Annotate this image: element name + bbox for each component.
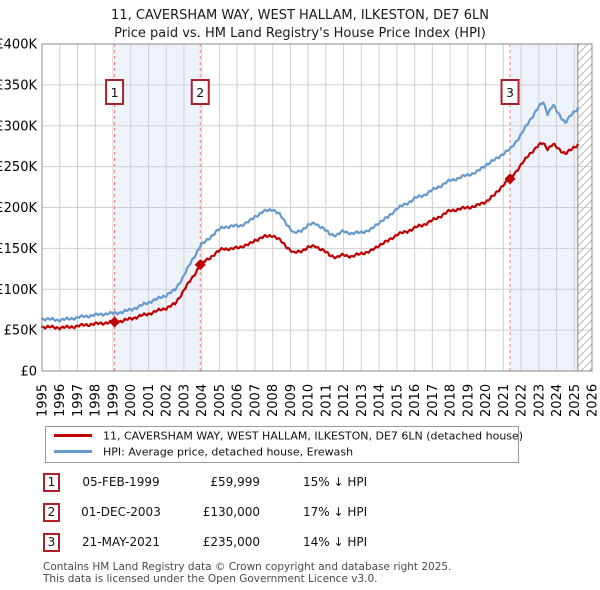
- y-tick-label: £350K: [0, 78, 37, 93]
- sale-marker: [109, 316, 121, 328]
- x-tick-label: 2024: [550, 384, 565, 417]
- legend-item-property: 11, CAVERSHAM WAY, WEST HALLAM, ILKESTON…: [52, 428, 523, 444]
- sale-date: 05-FEB-1999: [82, 475, 160, 489]
- sale-row-3: 3 21-MAY-2021 £235,000 14% ↓ HPI: [0, 533, 600, 553]
- x-tick-label: 2011: [319, 384, 334, 417]
- x-tick-label: 2009: [284, 384, 299, 417]
- legend-item-hpi: HPI: Average price, detached house, Erew…: [52, 444, 518, 460]
- price-paid-line: [40, 141, 579, 331]
- legend-swatch-hpi: [54, 449, 92, 453]
- x-tick-label: 2000: [124, 384, 139, 417]
- future-hatch-region: [577, 44, 592, 371]
- x-tick-label: 2013: [355, 384, 370, 417]
- legend-label-hpi: HPI: Average price, detached house, Erew…: [103, 445, 354, 459]
- sale-hpi-diff: 14% ↓ HPI: [303, 535, 368, 549]
- x-tick-label: 2012: [337, 384, 352, 417]
- x-tick-label: 1998: [89, 384, 104, 417]
- chart-subtitle: Price paid vs. HM Land Registry's House …: [114, 26, 486, 41]
- x-tick-label: 1996: [53, 384, 68, 417]
- sale-row-2: 2 01-DEC-2003 £130,000 17% ↓ HPI: [0, 503, 600, 523]
- hpi-line: [40, 101, 579, 323]
- sale-number: 3: [47, 535, 56, 549]
- legend-label-property: 11, CAVERSHAM WAY, WEST HALLAM, ILKESTON…: [103, 429, 524, 443]
- sale-hpi-diff: 15% ↓ HPI: [303, 475, 368, 489]
- footer-copyright-line1: Contains HM Land Registry data © Crown c…: [43, 561, 452, 573]
- x-tick-label: 2021: [497, 384, 512, 417]
- chart-title: 11, CAVERSHAM WAY, WEST HALLAM, ILKESTON…: [111, 8, 489, 23]
- sale-date: 21-MAY-2021: [81, 535, 160, 549]
- sale-annotation-box: [105, 79, 125, 105]
- x-tick-label: 2022: [515, 384, 530, 417]
- x-tick-label: 2010: [302, 384, 317, 417]
- sale-number-box: 2: [43, 503, 60, 522]
- sale-row-1: 1 05-FEB-1999 £59,999 15% ↓ HPI: [0, 473, 600, 493]
- sale-number: 1: [47, 475, 56, 489]
- sale-number-box: 3: [43, 533, 60, 552]
- x-tick-label: 1995: [36, 384, 51, 417]
- x-tick-label: 2019: [461, 384, 476, 417]
- y-tick-label: £300K: [0, 119, 37, 134]
- sale-price: £130,000: [202, 505, 260, 519]
- sale-price: £59,999: [210, 475, 260, 489]
- x-tick-label: 2023: [532, 384, 547, 417]
- y-tick-label: £250K: [0, 160, 37, 175]
- y-tick-label: £50K: [4, 324, 38, 339]
- x-tick-label: 2015: [390, 384, 405, 417]
- x-tick-label: 1999: [107, 384, 122, 417]
- plot-border: [41, 43, 593, 372]
- sale-hpi-diff: 17% ↓ HPI: [303, 505, 368, 519]
- x-tick-label: 2002: [160, 384, 175, 417]
- y-tick-label: £150K: [0, 242, 37, 257]
- plot-area: 1 2 3 £0 £50K £100K £150K £200K £250K £300K £350K £…: [0, 38, 600, 418]
- sale-date: 01-DEC-2003: [81, 505, 161, 519]
- x-tick-label: 1997: [71, 384, 86, 417]
- x-tick-label: 2016: [408, 384, 423, 417]
- x-tick-label: 2008: [266, 384, 281, 417]
- x-tick-label: 2020: [479, 384, 494, 417]
- x-tick-label: 2006: [231, 384, 246, 417]
- x-tick-label: 2026: [586, 384, 600, 417]
- y-tick-label: £400K: [0, 38, 37, 53]
- chart-legend: 11, CAVERSHAM WAY, WEST HALLAM, ILKESTON…: [45, 426, 523, 463]
- y-tick-label: £200K: [0, 201, 37, 216]
- sale-annotation-box: [500, 79, 520, 105]
- x-tick-label: 2025: [568, 384, 583, 417]
- x-tick-label: 2004: [195, 384, 210, 417]
- y-tick-label: £0: [20, 365, 37, 380]
- sale-annotation-number: 1: [111, 85, 119, 100]
- sale-annotation-number: 2: [196, 85, 204, 100]
- x-tick-label: 2005: [213, 384, 228, 417]
- sale-annotation-number: 3: [506, 85, 514, 100]
- x-tick-label: 2001: [142, 384, 157, 417]
- x-tick-label: 2018: [444, 384, 459, 417]
- y-tick-label: £100K: [0, 283, 37, 298]
- x-tick-label: 2014: [373, 384, 388, 417]
- sale-number-box: 1: [43, 473, 60, 492]
- footer-copyright-line2: This data is licensed under the Open Gov…: [43, 573, 378, 585]
- sale-price: £235,000: [202, 535, 260, 549]
- x-tick-label: 2017: [426, 384, 441, 417]
- sale-marker: [504, 173, 516, 185]
- sale-number: 2: [47, 505, 56, 519]
- legend-swatch-property: [54, 433, 92, 437]
- sale-marker: [194, 259, 206, 271]
- x-tick-label: 2003: [177, 384, 192, 417]
- sale-annotation-box: [190, 79, 210, 105]
- price-chart: 11, CAVERSHAM WAY, WEST HALLAM, ILKESTON…: [0, 8, 600, 418]
- x-tick-label: 2007: [248, 384, 263, 417]
